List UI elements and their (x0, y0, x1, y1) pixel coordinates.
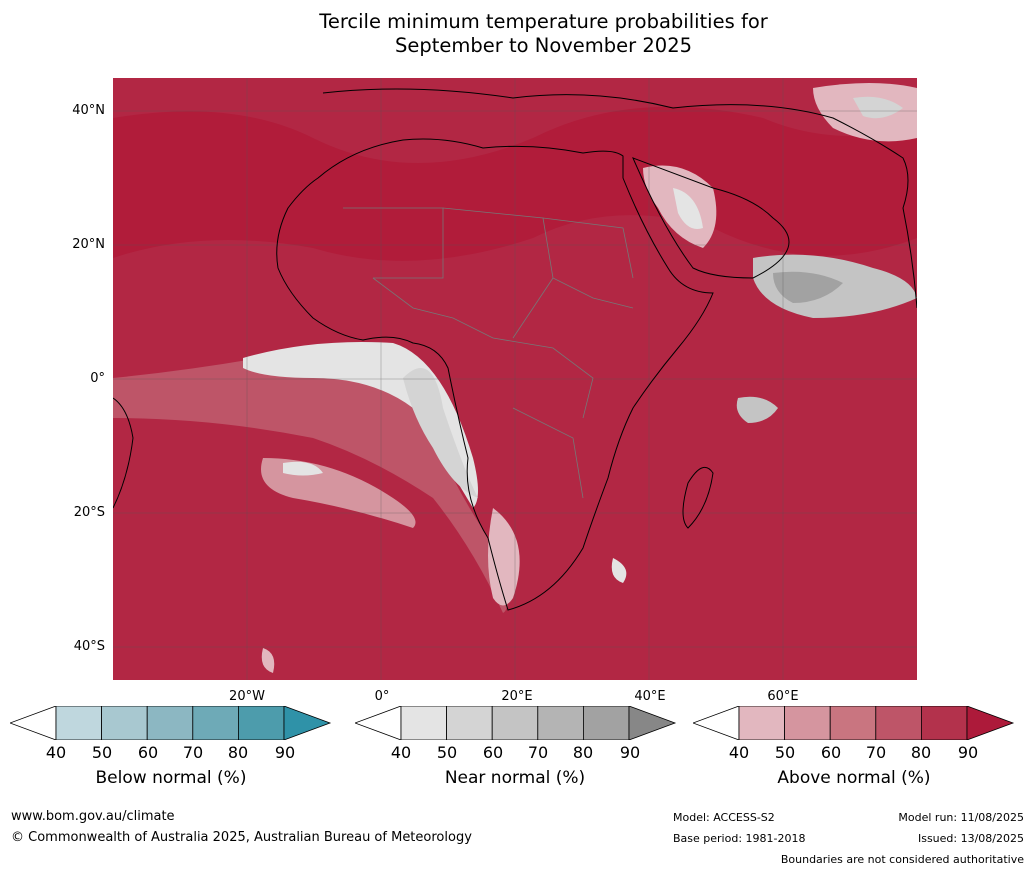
tick-label: 40 (45, 743, 67, 762)
lat-label-0: 0° (90, 371, 105, 386)
colorbar-segment (738, 706, 785, 740)
map-canvas (113, 78, 917, 680)
tick-label: 90 (619, 743, 641, 762)
below-normal-label: Below normal (%) (95, 768, 247, 788)
tick-label: 70 (182, 743, 204, 762)
colorbar-segment (146, 706, 194, 740)
near-normal-label: Near normal (%) (444, 768, 586, 788)
tick-label: 80 (227, 743, 249, 762)
tick-label: 40 (390, 743, 412, 762)
above-normal-label: Above normal (%) (777, 768, 931, 788)
tick-label: 90 (957, 743, 979, 762)
tick-label: 70 (865, 743, 887, 762)
tick-label: 90 (274, 743, 296, 762)
tick-label: 70 (527, 743, 549, 762)
model-text: Model: ACCESS-S2 (673, 811, 775, 824)
tick-label: 40 (728, 743, 750, 762)
issued-text: Issued: 13/08/2025 (917, 832, 1024, 845)
colorbar-segment (784, 706, 831, 740)
tick-label: 60 (137, 743, 159, 762)
above-normal-colorbar (693, 706, 1015, 740)
tick-label: 80 (910, 743, 932, 762)
colorbar-segment (101, 706, 148, 740)
model-run-text: Model run: 11/08/2025 (898, 811, 1024, 824)
lon-label-40e: 40°E (634, 689, 666, 704)
lon-label-20w: 20°W (229, 689, 265, 704)
tick-label: 50 (436, 743, 458, 762)
colorbar-segment (829, 706, 877, 740)
below-normal-colorbar (10, 706, 332, 740)
colorbar-segment (537, 706, 584, 740)
colorbar-segment (491, 706, 539, 740)
map-title: Tercile minimum temperature probabilitie… (0, 10, 1035, 58)
tick-label: 80 (572, 743, 594, 762)
forecast-map (113, 78, 917, 680)
colorbar-high-extend (966, 706, 1015, 740)
lat-label-20n: 20°N (72, 237, 105, 252)
tick-label: 60 (482, 743, 504, 762)
graticule (113, 78, 917, 680)
colorbar-low-extend (355, 706, 402, 740)
country-borders (343, 207, 634, 499)
website-link[interactable]: www.bom.gov.au/climate (11, 809, 175, 824)
colorbar-high-extend (628, 706, 677, 740)
near-normal-colorbar (355, 706, 677, 740)
lon-label-60e: 60°E (767, 689, 799, 704)
colorbar-segment (237, 706, 285, 740)
tick-label: 60 (820, 743, 842, 762)
lat-label-20s: 20°S (73, 505, 105, 520)
base-period-text: Base period: 1981-2018 (673, 832, 806, 845)
colorbar-segment (920, 706, 968, 740)
colorbar-low-extend (10, 706, 57, 740)
lon-label-0: 0° (374, 689, 390, 704)
colorbar-segment (582, 706, 630, 740)
lat-label-40n: 40°N (72, 103, 105, 118)
colorbar-high-extend (283, 706, 332, 740)
disclaimer-text: Boundaries are not considered authoritat… (780, 853, 1024, 866)
lat-label-40s: 40°S (73, 639, 105, 654)
title-line-2: September to November 2025 (394, 34, 693, 57)
tick-label: 50 (91, 743, 113, 762)
colorbar-low-extend (693, 706, 740, 740)
colorbar-segment (400, 706, 447, 740)
colorbar-segment (875, 706, 922, 740)
coastlines (113, 88, 917, 611)
title-line-1: Tercile minimum temperature probabilitie… (319, 10, 768, 33)
colorbar-segment (446, 706, 493, 740)
copyright-text: © Commonwealth of Australia 2025, Austra… (11, 830, 472, 845)
lon-label-20e: 20°E (501, 689, 533, 704)
colorbar-segment (55, 706, 102, 740)
tick-label: 50 (774, 743, 796, 762)
colorbar-segment (192, 706, 239, 740)
